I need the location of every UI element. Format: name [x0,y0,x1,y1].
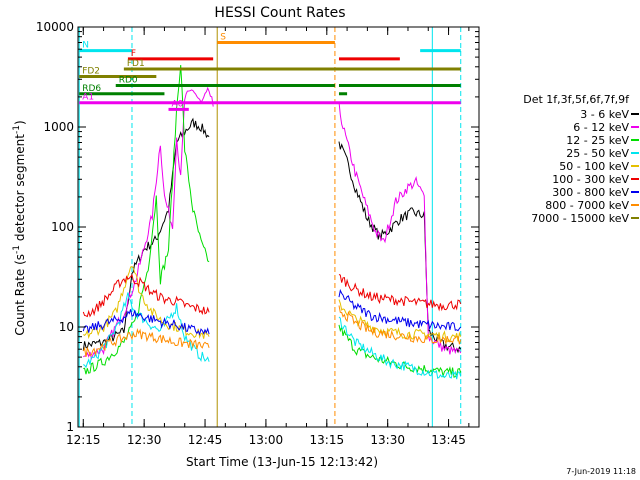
x-axis-label: Start Time (13-Jun-15 12:13:42) [186,455,378,469]
series-line [338,101,462,355]
series-line [338,316,462,380]
flag-label: RD0 [119,76,138,86]
series-line [338,274,462,312]
series-line [82,328,210,357]
y-tick-label: 100 [51,220,74,234]
legend-entry-label: 300 - 800 keV [552,186,629,199]
y-tick-label: 10 [59,320,74,334]
y-tick-label: 1 [66,420,74,434]
x-tick-label: 13:30 [370,433,405,447]
legend-entry-label: 6 - 12 keV [573,121,629,134]
series-line [82,309,210,336]
series-line [83,64,210,375]
legend-title: Det 1f,3f,5f,6f,7f,9f [523,93,630,106]
x-tick-label: 12:30 [127,433,162,447]
legend-entry-label: 12 - 25 keV [566,134,629,147]
flag-label: FD1 [127,59,145,69]
series-line [83,292,210,369]
y-axis-label: Count Rate (s-1 detector segment-1) [12,120,27,335]
legend-entry-label: 7000 - 15000 keV [531,212,629,225]
x-tick-label: 12:15 [66,433,101,447]
series-line [338,288,462,332]
x-tick-label: 12:45 [188,433,223,447]
flag-label: RD6 [82,84,101,94]
flag-label: FD2 [82,66,100,76]
flag-label: F [131,49,136,59]
legend-entry-label: 25 - 50 keV [566,147,629,160]
legend-entry-label: 50 - 100 keV [559,160,629,173]
attenuator-flag-bars: N F S FD1 FD2 RD0 RD6 A0 A1 [79,32,461,111]
series-line [83,266,210,340]
y-tick-label: 1000 [43,120,74,134]
legend-entry-label: 800 - 7000 keV [545,199,629,212]
footer-date: 7-Jun-2019 11:18 [566,467,636,476]
flag-label: N [82,41,89,51]
legend-entry-label: 3 - 6 keV [580,108,629,121]
x-tick-label: 13:15 [310,433,345,447]
axis-ticks: 12:15 12:30 12:45 13:00 13:15 13:30 13:45 1 10 10… [36,20,479,447]
series-line [82,117,210,351]
legend-entry-label: 100 - 300 keV [552,173,629,186]
chart-title: HESSI Count Rates [214,5,345,21]
y-tick-label: 10000 [36,20,74,34]
flag-label: A1 [82,93,94,103]
series-lines [82,64,462,380]
flag-label: A0 [172,99,184,109]
series-line [338,324,462,379]
series-line [82,273,210,318]
flag-label: S [220,32,226,42]
x-tick-label: 13:45 [431,433,466,447]
series-line [338,305,462,345]
x-tick-label: 13:00 [249,433,284,447]
